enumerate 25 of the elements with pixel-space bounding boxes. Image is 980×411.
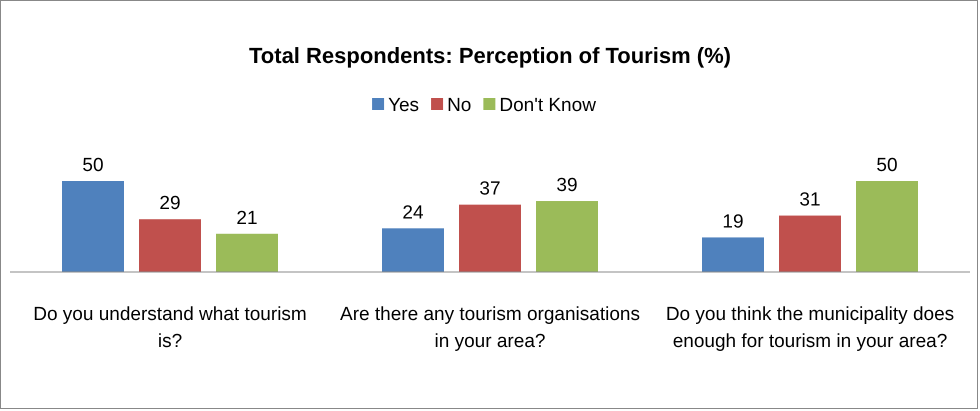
legend-label: Yes [388, 95, 420, 116]
data-label: 29 [159, 193, 181, 214]
data-label: 50 [82, 155, 104, 176]
bar [536, 201, 598, 272]
bar [702, 237, 764, 272]
bar [779, 216, 841, 272]
bar [856, 181, 918, 272]
data-label: 31 [799, 190, 821, 211]
data-label: 39 [556, 175, 578, 196]
legend-label: No [447, 95, 472, 116]
data-label: 37 [479, 178, 501, 200]
legend-label: Don't Know [499, 95, 596, 116]
data-label: 50 [876, 155, 898, 176]
bar [459, 204, 521, 272]
x-tick-label: Do you understand what tourism is? [33, 304, 307, 352]
chart-title: Total Respondents: Perception of Tourism (%) [249, 43, 731, 68]
bar [216, 234, 278, 272]
data-label: 21 [236, 208, 258, 229]
x-tick-label: Do you think the municipality does enough for tourism in your area? [666, 304, 954, 352]
data-label: 19 [722, 211, 744, 232]
bar [139, 219, 201, 272]
x-tick-label: Are there any tourism organisations in your area? [340, 304, 640, 352]
bar [62, 181, 124, 272]
bar [382, 228, 444, 272]
data-label: 24 [402, 202, 424, 224]
